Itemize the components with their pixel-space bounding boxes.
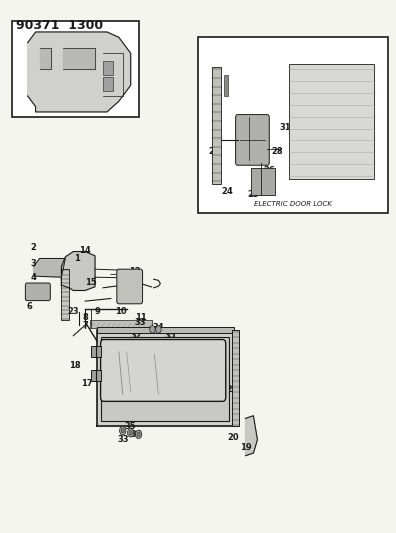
Text: 24: 24: [222, 188, 234, 196]
Text: 35: 35: [125, 422, 137, 431]
Text: 4: 4: [31, 273, 36, 281]
Bar: [198, 37, 388, 213]
Text: 28: 28: [271, 148, 283, 156]
Text: 9: 9: [94, 308, 100, 316]
Text: 30: 30: [242, 134, 253, 143]
Text: 32: 32: [131, 332, 143, 340]
Text: 1: 1: [74, 254, 80, 263]
FancyBboxPatch shape: [236, 115, 269, 165]
Circle shape: [156, 326, 161, 333]
Text: 8: 8: [82, 313, 88, 321]
Polygon shape: [246, 416, 257, 456]
Text: ELECTRIC DOOR LOCK: ELECTRIC DOOR LOCK: [254, 201, 332, 207]
Text: 7: 7: [82, 321, 88, 329]
Circle shape: [121, 429, 124, 433]
Text: 19: 19: [240, 443, 251, 452]
Bar: [232, 330, 239, 426]
Text: 34: 34: [152, 324, 164, 332]
Bar: [251, 168, 275, 195]
Text: 90371  1300: 90371 1300: [16, 19, 103, 31]
Text: 27: 27: [208, 148, 220, 156]
Polygon shape: [97, 330, 234, 426]
Text: 5: 5: [31, 284, 36, 292]
Text: 25: 25: [248, 190, 259, 199]
Text: 17: 17: [81, 379, 93, 388]
Circle shape: [129, 431, 132, 435]
Text: 34: 34: [131, 430, 143, 439]
Text: 33: 33: [117, 435, 129, 444]
Text: 13: 13: [115, 270, 127, 279]
Circle shape: [137, 432, 140, 437]
Polygon shape: [28, 32, 131, 112]
Text: 6: 6: [27, 302, 32, 311]
Circle shape: [135, 430, 142, 439]
Text: 3: 3: [31, 260, 36, 268]
Polygon shape: [40, 48, 51, 69]
FancyBboxPatch shape: [117, 269, 143, 304]
Text: 16: 16: [97, 372, 109, 380]
Text: 23: 23: [67, 308, 79, 316]
Circle shape: [150, 326, 155, 333]
Bar: [90, 320, 152, 328]
Polygon shape: [34, 259, 65, 277]
Bar: [101, 337, 229, 421]
Text: 14: 14: [79, 246, 91, 255]
Text: 22: 22: [222, 385, 234, 393]
FancyBboxPatch shape: [25, 283, 50, 301]
Text: 21: 21: [101, 398, 113, 407]
Bar: [97, 327, 234, 333]
Text: 2: 2: [31, 244, 36, 252]
Bar: [103, 77, 113, 91]
Text: 29: 29: [248, 116, 259, 124]
Bar: [289, 64, 374, 179]
Polygon shape: [61, 252, 95, 290]
Text: 15: 15: [85, 278, 97, 287]
Text: 18: 18: [69, 361, 81, 369]
Bar: [61, 269, 69, 320]
Text: 11: 11: [135, 313, 147, 321]
Text: 20: 20: [228, 433, 240, 441]
Text: 33: 33: [135, 318, 147, 327]
Circle shape: [120, 426, 126, 435]
Circle shape: [128, 429, 134, 437]
Text: 12: 12: [129, 268, 141, 276]
Text: 10: 10: [115, 308, 127, 316]
FancyArrowPatch shape: [143, 285, 152, 287]
Bar: [103, 61, 113, 75]
Bar: [12, 21, 139, 117]
Polygon shape: [63, 48, 95, 69]
Bar: [224, 75, 228, 96]
Text: 31: 31: [279, 124, 291, 132]
Text: 35: 35: [164, 332, 176, 340]
FancyBboxPatch shape: [101, 340, 226, 401]
Text: 26: 26: [263, 166, 275, 175]
Bar: [91, 346, 101, 357]
Bar: [212, 67, 221, 184]
Bar: [91, 370, 101, 381]
